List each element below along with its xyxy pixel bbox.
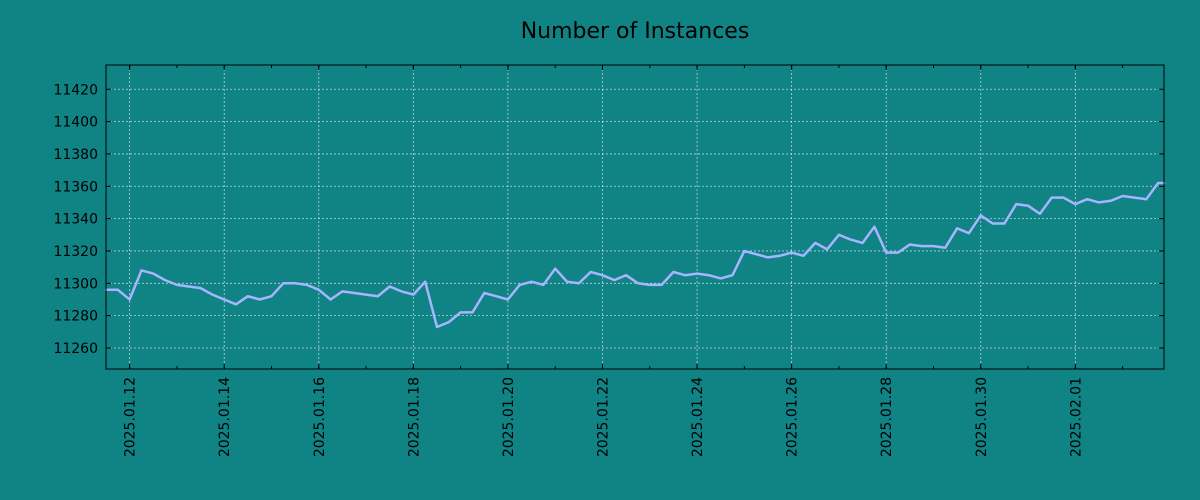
y-tick-label: 11280 — [53, 309, 98, 325]
x-tick-label: 2025.01.24 — [690, 377, 706, 457]
x-tick-label: 2025.01.14 — [217, 377, 233, 457]
x-tick-label: 2025.01.20 — [501, 377, 517, 457]
series-group — [104, 181, 1166, 329]
x-tick-label: 2025.01.12 — [123, 377, 139, 457]
y-tick-label: 11420 — [53, 82, 98, 98]
x-axis: 2025.01.12 2025.01.14 2025.01.16 2025.01.18… — [123, 65, 1124, 457]
y-tick-label: 11320 — [53, 244, 98, 260]
y-tick-label: 11260 — [53, 341, 98, 357]
y-axis: 11260 11280 11300 11320 11340 11360 11380 11400… — [53, 82, 1164, 357]
x-tick-label: 2025.01.22 — [595, 377, 611, 457]
y-tick-label: 11340 — [53, 212, 98, 228]
x-tick-label: 2025.01.18 — [406, 377, 422, 457]
y-tick-label: 11300 — [53, 276, 98, 292]
x-tick-label: 2025.02.01 — [1068, 377, 1084, 457]
plot-frame — [105, 64, 1165, 370]
x-tick-label: 2025.01.30 — [974, 377, 990, 457]
series-line-0 — [104, 181, 1166, 329]
chart-title: Number of Instances — [521, 19, 750, 44]
y-tick-label: 11360 — [53, 179, 98, 195]
y-tick-label: 11400 — [53, 115, 98, 131]
y-tick-label: 11380 — [53, 147, 98, 163]
x-tick-label: 2025.01.26 — [785, 377, 801, 457]
x-tick-label: 2025.01.28 — [879, 377, 895, 457]
x-tick-label: 2025.01.16 — [312, 377, 328, 457]
